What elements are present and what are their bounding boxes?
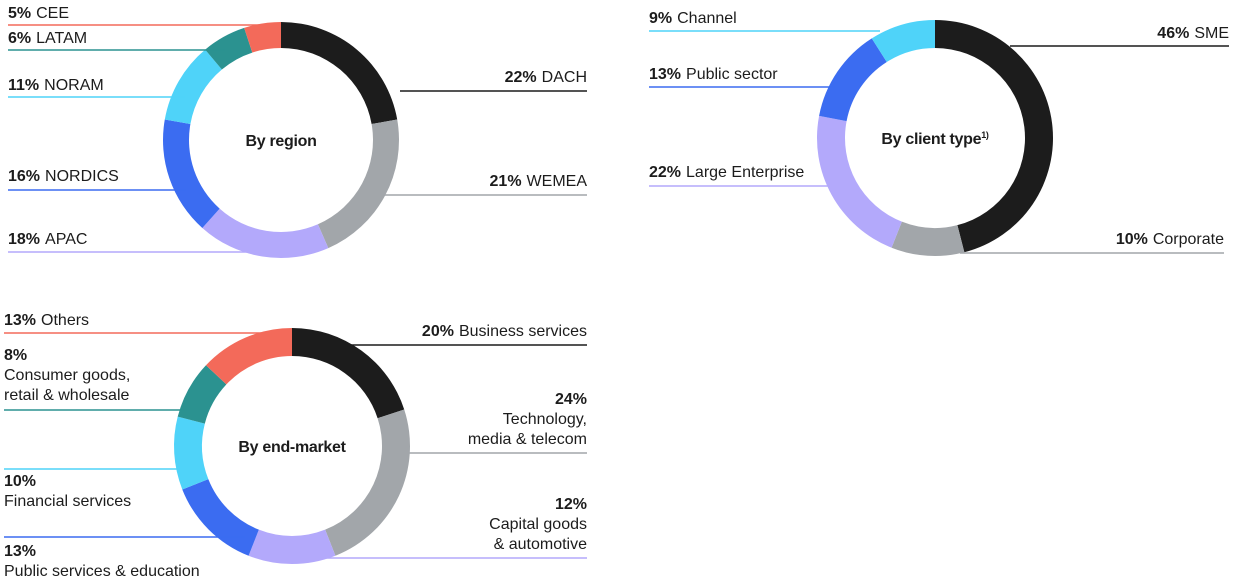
slice-value-label: 10% — [1115, 231, 1148, 248]
slice-category: Technology, media & telecom — [467, 411, 587, 448]
donut-slice — [244, 22, 281, 53]
slice-value-label: 9% — [649, 10, 673, 27]
donut-slice — [174, 416, 209, 490]
slice-value-label: 16% — [8, 168, 41, 185]
slice-category: Public sector — [686, 66, 778, 83]
slice-label: 12% Capital goods & automotive — [489, 495, 587, 555]
donut-slice — [816, 115, 902, 248]
slice-category: Business services — [458, 323, 587, 340]
slice-value-label: 24% — [554, 391, 587, 408]
slice-label: 24% Technology, media & telecom — [468, 390, 587, 450]
slice-label: 20% Business services — [422, 322, 587, 342]
slice-category: Public services & education — [4, 563, 200, 580]
slice-category: Others — [41, 312, 90, 329]
donut-slice — [871, 20, 935, 63]
donut-slice — [177, 365, 227, 424]
slice-category: NORAM — [44, 77, 104, 94]
slice-label: 21% WEMEA — [490, 172, 587, 192]
slice-value-label: 18% — [8, 231, 41, 248]
donut-slice — [325, 409, 410, 556]
chart-title: By end-market — [238, 439, 346, 456]
slice-category: DACH — [541, 69, 587, 86]
donut-slice — [819, 38, 887, 122]
slice-label: 46% SME — [1157, 24, 1229, 44]
slice-value-label: 8% — [4, 347, 28, 364]
slice-label: 16% NORDICS — [8, 167, 119, 187]
slice-value-label: 13% — [4, 543, 37, 560]
chart-title: By region — [245, 133, 316, 150]
slice-category: Capital goods & automotive — [489, 516, 587, 553]
slice-value-label: 12% — [554, 496, 587, 513]
donut-slice — [935, 20, 1053, 253]
donut-chart: By client type1) — [649, 20, 1229, 257]
slice-label: 22% DACH — [505, 68, 587, 88]
donut-slice — [202, 208, 329, 259]
donut-slice — [317, 119, 399, 249]
slice-label: 10% Financial services — [4, 472, 131, 512]
donut-slice — [891, 221, 965, 257]
donut-chart: By region — [8, 22, 587, 259]
slice-value-label: 20% — [421, 323, 454, 340]
slice-label: 13% Others — [4, 311, 89, 331]
chart-title-text: By region — [245, 133, 316, 150]
slice-category: CEE — [36, 5, 70, 22]
slice-label: 13% Public services & education — [4, 542, 200, 581]
slice-label: 18% APAC — [8, 230, 87, 250]
slice-value-label: 13% — [649, 66, 682, 83]
slice-value-label: 13% — [4, 312, 37, 329]
slice-label: 13% Public sector — [649, 65, 778, 85]
donut-chart: By end-market — [4, 328, 587, 564]
slice-label: 8% Consumer goods, retail & wholesale — [4, 346, 130, 406]
slice-label: 10% Corporate — [1116, 230, 1224, 250]
slice-category: NORDICS — [45, 168, 119, 185]
chart-title-text: By end-market — [238, 439, 346, 456]
donut-slice — [281, 22, 398, 125]
chart-title-text: By client type — [881, 131, 981, 148]
slice-category: LATAM — [36, 30, 88, 47]
slice-category: Corporate — [1152, 231, 1224, 248]
donut-slice — [162, 119, 220, 228]
title-footnote: 1) — [981, 130, 989, 140]
slice-category: WEMEA — [526, 173, 587, 190]
slice-category: Channel — [677, 10, 737, 27]
donut-slice — [164, 49, 222, 125]
slice-value-label: 10% — [4, 473, 37, 490]
slice-label: 5% CEE — [8, 4, 69, 24]
slice-category: Financial services — [4, 493, 132, 510]
slice-category: SME — [1194, 25, 1229, 42]
slice-value-label: 5% — [8, 5, 32, 22]
slice-value-label: 22% — [649, 164, 682, 181]
slice-value-label: 22% — [504, 69, 537, 86]
slice-category: APAC — [45, 231, 88, 248]
slice-value-label: 11% — [8, 77, 40, 94]
donut-slice — [205, 27, 253, 70]
slice-label: 11% NORAM — [8, 76, 104, 96]
slice-category: Large Enterprise — [686, 164, 805, 181]
donut-slice — [292, 328, 405, 419]
slice-value-label: 46% — [1157, 25, 1190, 42]
chart-title: By client type1) — [881, 130, 989, 148]
slice-label: 6% LATAM — [8, 29, 87, 49]
slice-category: Consumer goods, retail & wholesale — [4, 367, 131, 404]
slice-label: 22% Large Enterprise — [649, 163, 804, 183]
slice-value-label: 6% — [8, 30, 32, 47]
donut-slice — [248, 529, 336, 564]
donut-slice — [205, 328, 292, 385]
slice-label: 9% Channel — [649, 9, 737, 29]
slice-value-label: 21% — [489, 173, 522, 190]
